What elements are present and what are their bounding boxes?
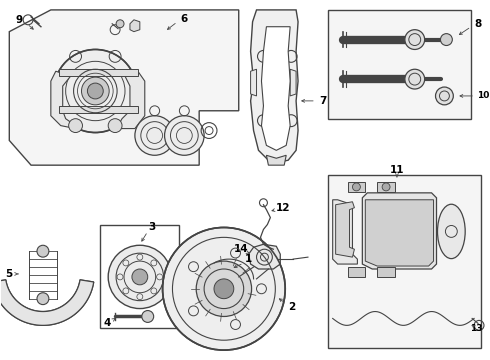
Polygon shape (262, 27, 290, 150)
Polygon shape (377, 267, 395, 277)
Circle shape (196, 261, 251, 316)
Ellipse shape (438, 204, 465, 258)
Polygon shape (0, 280, 94, 325)
Text: 3: 3 (148, 222, 155, 233)
Polygon shape (362, 193, 437, 269)
Circle shape (108, 119, 122, 132)
Text: 6: 6 (181, 14, 188, 24)
Text: 2: 2 (289, 302, 296, 312)
Polygon shape (59, 106, 138, 113)
Polygon shape (9, 10, 239, 165)
Circle shape (116, 20, 124, 28)
Circle shape (87, 83, 103, 99)
Polygon shape (290, 69, 296, 96)
Bar (328, 10, 471, 119)
Circle shape (352, 183, 360, 191)
Circle shape (163, 228, 285, 350)
Circle shape (81, 77, 109, 105)
Circle shape (165, 116, 204, 155)
Circle shape (108, 245, 172, 309)
Polygon shape (0, 280, 94, 325)
Polygon shape (366, 200, 434, 266)
Text: 8: 8 (474, 19, 482, 29)
Circle shape (436, 87, 453, 105)
Bar (328, 175, 481, 348)
Text: 10: 10 (477, 91, 489, 100)
Text: 12: 12 (276, 203, 291, 213)
Polygon shape (250, 10, 298, 162)
Text: 1: 1 (245, 254, 252, 264)
Polygon shape (130, 20, 140, 32)
Circle shape (214, 279, 234, 299)
Polygon shape (59, 69, 138, 76)
Polygon shape (336, 202, 354, 257)
Text: 14: 14 (233, 244, 248, 254)
Circle shape (405, 30, 425, 49)
Polygon shape (267, 155, 286, 165)
Polygon shape (333, 200, 357, 264)
Polygon shape (347, 267, 366, 277)
Polygon shape (115, 71, 145, 129)
Polygon shape (248, 244, 280, 269)
Circle shape (405, 69, 425, 89)
Circle shape (69, 119, 82, 132)
Bar (100, 225, 179, 328)
Polygon shape (250, 69, 257, 96)
Text: 7: 7 (319, 96, 326, 106)
Text: 4: 4 (103, 318, 111, 328)
Polygon shape (347, 182, 366, 192)
Text: 11: 11 (390, 165, 404, 175)
Circle shape (135, 116, 174, 155)
Circle shape (54, 49, 137, 132)
Text: 5: 5 (6, 269, 13, 279)
Circle shape (132, 269, 148, 285)
Circle shape (37, 293, 49, 305)
Circle shape (441, 33, 452, 45)
Polygon shape (377, 182, 395, 192)
Text: 13: 13 (470, 324, 482, 333)
Circle shape (142, 311, 154, 323)
Text: 9: 9 (16, 15, 23, 25)
Circle shape (382, 183, 390, 191)
Circle shape (37, 245, 49, 257)
Polygon shape (51, 71, 75, 129)
